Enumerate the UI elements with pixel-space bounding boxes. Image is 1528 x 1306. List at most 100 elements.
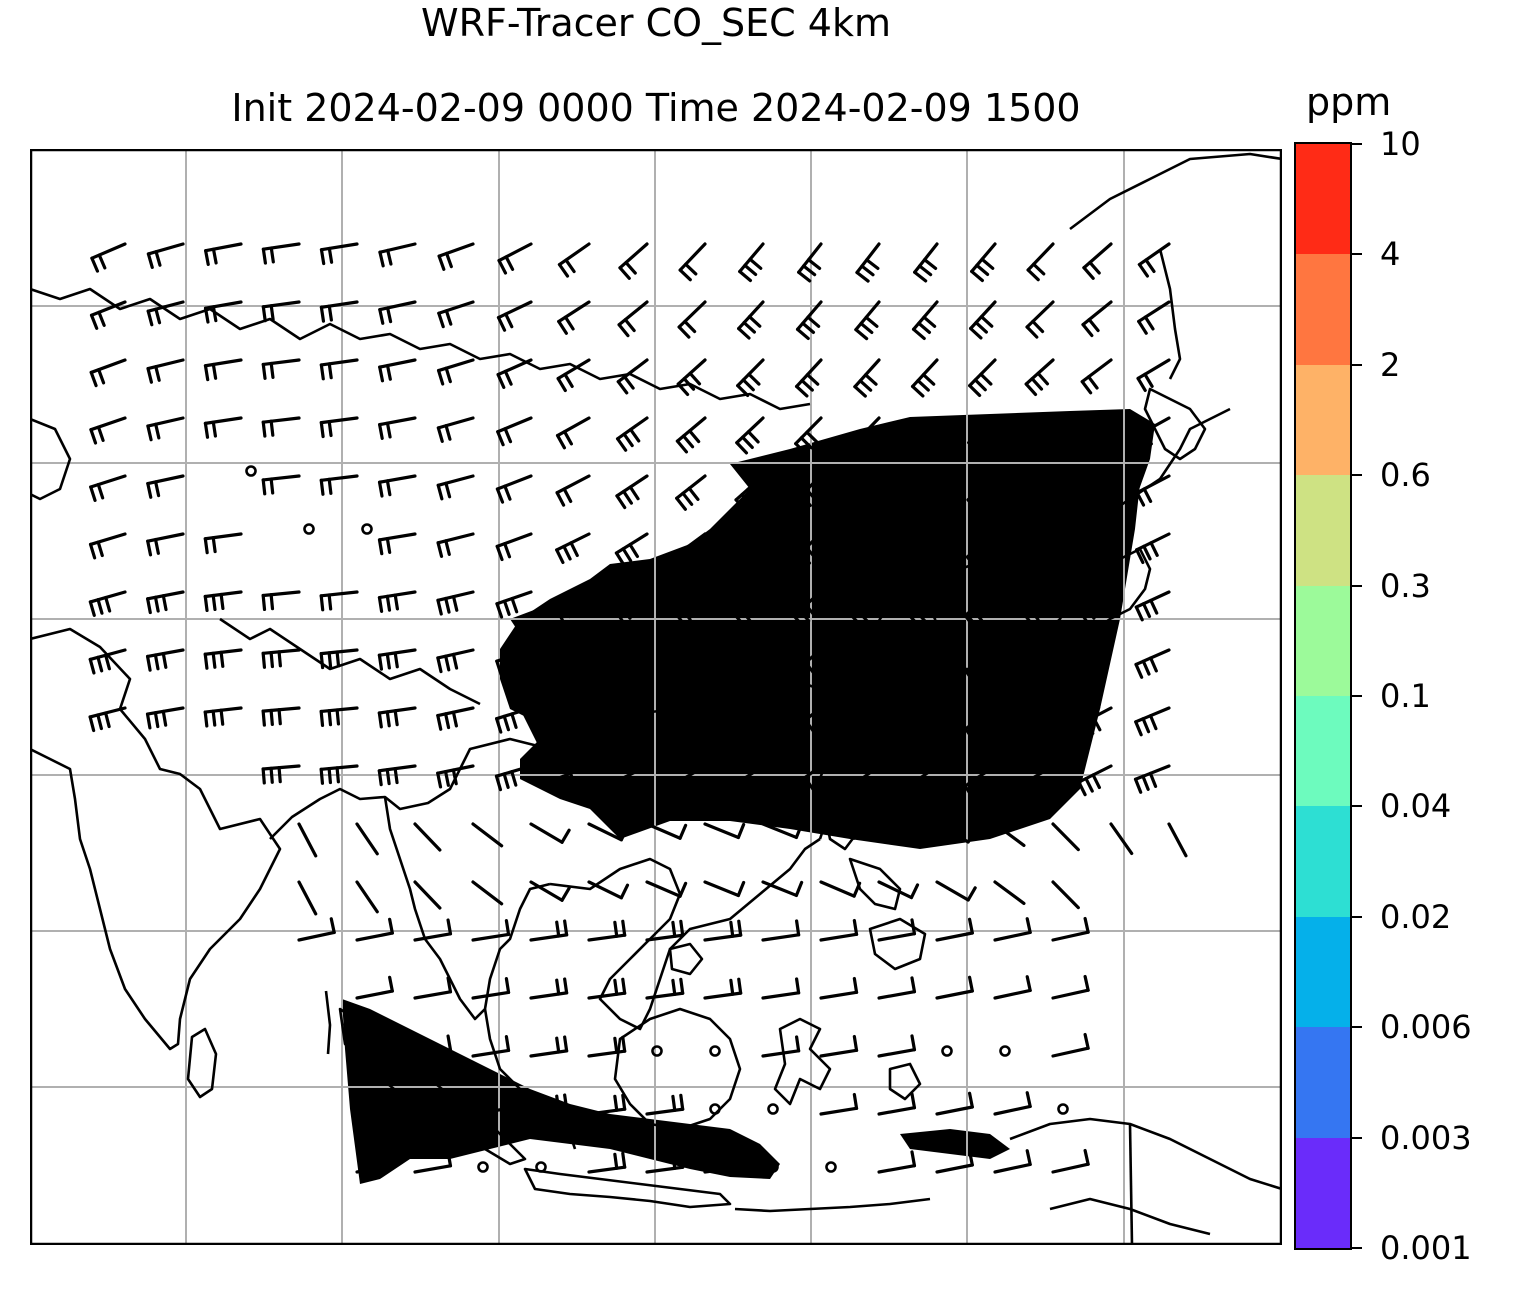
tracer-plume-layer bbox=[342, 409, 1155, 1184]
wind-barb bbox=[413, 976, 453, 1000]
wind-barb bbox=[261, 300, 301, 323]
wind-barb bbox=[913, 242, 939, 283]
coastline-mindanao bbox=[868, 917, 927, 971]
wind-barb bbox=[797, 242, 823, 283]
wind-barb bbox=[614, 590, 649, 624]
wind-barb bbox=[89, 416, 127, 445]
wind-barb bbox=[145, 648, 185, 672]
wind-barb bbox=[554, 706, 591, 737]
wind-barb bbox=[855, 242, 881, 283]
calm-wind-circle bbox=[709, 1103, 721, 1115]
wind-barb bbox=[736, 358, 765, 398]
wind-barb bbox=[674, 532, 707, 569]
wind-barb bbox=[413, 822, 442, 852]
border-himalaya bbox=[219, 617, 481, 706]
wind-barb bbox=[377, 706, 417, 729]
wind-barb bbox=[877, 880, 920, 900]
wind-barb bbox=[737, 300, 765, 340]
wind-barb bbox=[587, 1093, 627, 1116]
wind-barb bbox=[645, 977, 685, 1000]
wind-barb bbox=[436, 590, 475, 616]
wind-barb bbox=[1136, 358, 1171, 393]
wind-barb bbox=[494, 764, 533, 792]
calm-wind-circle bbox=[419, 1103, 431, 1115]
wind-barb bbox=[261, 764, 301, 785]
wind-barb bbox=[436, 474, 475, 501]
wind-barb bbox=[557, 242, 591, 278]
colorbar-tick bbox=[1352, 805, 1362, 808]
map-frame bbox=[30, 149, 1282, 1245]
wind-barb bbox=[203, 590, 243, 612]
wind-barb bbox=[790, 764, 823, 801]
wind-barb bbox=[935, 1091, 974, 1116]
wind-barb bbox=[877, 976, 917, 1000]
wind-barb bbox=[355, 975, 394, 1000]
wind-barb bbox=[436, 706, 475, 731]
wind-barb bbox=[935, 822, 977, 844]
calm-wind-circle bbox=[245, 465, 257, 477]
calm-wind-circle bbox=[767, 1161, 779, 1173]
wind-barb bbox=[471, 1035, 511, 1058]
wind-barb bbox=[90, 242, 127, 273]
colorbar-tick bbox=[1352, 143, 1362, 145]
wind-barb bbox=[88, 706, 127, 733]
wind-barb bbox=[964, 648, 997, 685]
wind-barb bbox=[436, 764, 475, 789]
wind-barb bbox=[1135, 416, 1171, 450]
wind-barb bbox=[672, 706, 707, 741]
wind-barb bbox=[555, 474, 591, 507]
wind-barb bbox=[966, 474, 997, 512]
wind-barb bbox=[529, 822, 571, 844]
wind-barb bbox=[261, 474, 301, 496]
wind-barb bbox=[556, 358, 591, 393]
map-canvas[interactable] bbox=[30, 149, 1282, 1245]
wind-barb bbox=[850, 590, 881, 628]
wind-barb bbox=[496, 358, 533, 389]
wind-barb bbox=[935, 917, 974, 942]
wind-barb bbox=[791, 648, 823, 686]
map-panel[interactable] bbox=[30, 149, 1282, 1245]
wind-barb bbox=[319, 648, 359, 670]
wind-barb bbox=[794, 416, 823, 456]
wind-barb bbox=[673, 590, 707, 626]
wind-barb bbox=[761, 919, 801, 942]
wind-barb bbox=[261, 648, 301, 669]
wind-barb bbox=[1022, 532, 1055, 569]
plume-level-0.006 bbox=[530, 599, 1105, 739]
wind-barb bbox=[1023, 474, 1055, 511]
wind-barb bbox=[413, 1034, 453, 1058]
wind-barb bbox=[587, 919, 627, 942]
coastline-india bbox=[30, 627, 282, 1051]
wind-barb bbox=[935, 975, 974, 1000]
wind-barb bbox=[145, 706, 185, 730]
coastline-new-guinea bbox=[1009, 1117, 1282, 1191]
calm-wind-circle bbox=[361, 523, 373, 535]
wind-barb bbox=[437, 242, 475, 271]
coastline-russia-pacific bbox=[1069, 152, 1282, 231]
coastline-borneo bbox=[613, 1007, 742, 1131]
calm-wind-circle bbox=[303, 523, 315, 535]
coastline-myanmar bbox=[383, 796, 551, 1021]
colorbar bbox=[1294, 142, 1352, 1250]
colorbar-segment bbox=[1296, 585, 1350, 696]
colorbar-segment bbox=[1296, 1137, 1350, 1248]
wind-barb bbox=[877, 1092, 917, 1116]
plume-level-0.001 bbox=[342, 999, 780, 1184]
plume-level-0.001 bbox=[900, 1129, 1010, 1159]
colorbar-segment bbox=[1296, 143, 1350, 255]
wind-barb bbox=[993, 822, 1026, 848]
wind-barb bbox=[204, 242, 243, 267]
coastline-sri-lanka bbox=[186, 1027, 218, 1099]
wind-barb bbox=[203, 532, 243, 555]
colorbar-tick-label: 0.001 bbox=[1380, 1229, 1472, 1267]
wind-barb bbox=[1078, 532, 1113, 567]
colorbar-tick bbox=[1352, 363, 1362, 366]
wind-barb bbox=[909, 474, 939, 513]
wind-barb bbox=[587, 880, 630, 900]
wind-barb bbox=[377, 648, 417, 671]
wind-barb bbox=[877, 822, 920, 842]
colorbar-tick bbox=[1352, 915, 1362, 918]
wind-barb bbox=[471, 919, 511, 942]
wind-barb bbox=[965, 590, 997, 627]
wind-barb bbox=[1051, 974, 1090, 1000]
